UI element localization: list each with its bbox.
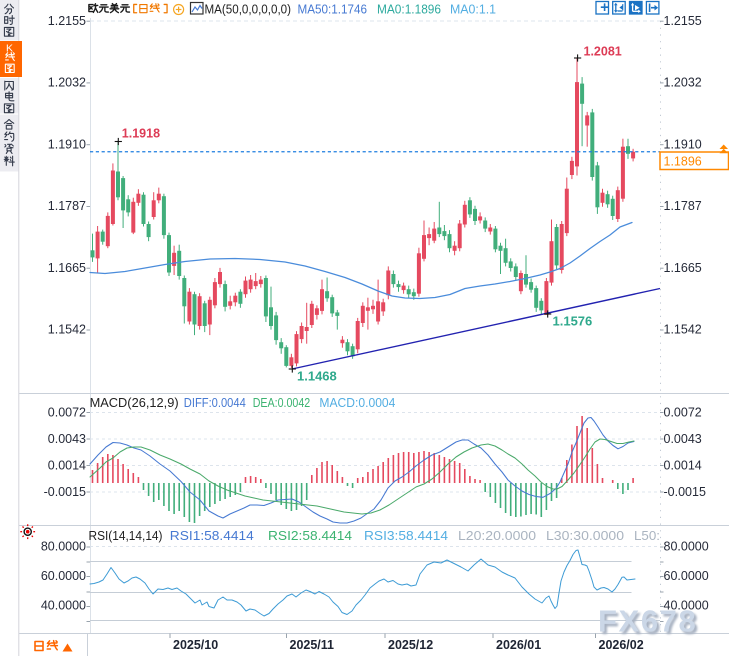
svg-text:DEA:0.0042: DEA:0.0042	[253, 396, 311, 410]
svg-text:1.1542: 1.1542	[48, 323, 86, 337]
svg-text:1.1918: 1.1918	[122, 127, 160, 141]
svg-text:40.0000: 40.0000	[664, 599, 709, 613]
svg-text:0.0014: 0.0014	[48, 459, 86, 473]
svg-text:0.0014: 0.0014	[664, 459, 702, 473]
svg-text:L50:: L50:	[634, 529, 660, 543]
svg-text:2025/12: 2025/12	[388, 638, 433, 652]
svg-text:1.1665: 1.1665	[664, 261, 702, 275]
svg-text:MA50:1.1746: MA50:1.1746	[298, 2, 368, 16]
svg-text:RSI2:58.4414: RSI2:58.4414	[268, 529, 352, 543]
svg-text:2026/01: 2026/01	[496, 638, 541, 652]
svg-text:1.1468: 1.1468	[297, 369, 337, 384]
svg-text:RSI1:58.4414: RSI1:58.4414	[170, 529, 254, 543]
svg-text:1.1542: 1.1542	[664, 323, 702, 337]
svg-text:1.1787: 1.1787	[664, 199, 702, 213]
svg-text:L30:30.0000: L30:30.0000	[546, 529, 624, 543]
svg-text:1.1910: 1.1910	[664, 137, 702, 151]
svg-text:1.2155: 1.2155	[664, 14, 702, 28]
svg-text:0.0043: 0.0043	[48, 432, 86, 446]
svg-text:1.2155: 1.2155	[48, 14, 86, 28]
svg-text:FX678: FX678	[598, 604, 697, 639]
svg-text:K: K	[6, 43, 13, 55]
svg-text:40.0000: 40.0000	[41, 599, 86, 613]
svg-text:1.1910: 1.1910	[48, 137, 86, 151]
svg-text:RSI3:58.4414: RSI3:58.4414	[364, 529, 448, 543]
svg-text:MACD(26,12,9): MACD(26,12,9)	[90, 396, 179, 410]
svg-text:-0.0015: -0.0015	[44, 485, 86, 499]
svg-text:1.2081: 1.2081	[584, 45, 622, 59]
svg-text:1.1665: 1.1665	[48, 261, 86, 275]
svg-text:DIFF:0.0044: DIFF:0.0044	[184, 396, 246, 410]
svg-text:RSI(14,14,14): RSI(14,14,14)	[89, 529, 163, 543]
svg-text:1.1576: 1.1576	[553, 314, 593, 329]
svg-text:1.2032: 1.2032	[664, 76, 702, 90]
svg-text:0.0043: 0.0043	[664, 432, 702, 446]
svg-text:1.1896: 1.1896	[664, 155, 702, 169]
svg-text:2025/11: 2025/11	[290, 638, 335, 652]
svg-text:L20:20.0000: L20:20.0000	[458, 529, 536, 543]
svg-text:MA0:1.1896: MA0:1.1896	[377, 2, 441, 16]
svg-text:-0.0015: -0.0015	[664, 485, 706, 499]
svg-text:2026/02: 2026/02	[599, 638, 644, 652]
svg-text:60.0000: 60.0000	[664, 569, 709, 583]
svg-text:80.0000: 80.0000	[41, 540, 86, 554]
svg-text:1.2032: 1.2032	[48, 76, 86, 90]
svg-text:60.0000: 60.0000	[41, 569, 86, 583]
svg-text:MA0:1.1: MA0:1.1	[450, 2, 496, 16]
svg-text:MACD:0.0004: MACD:0.0004	[319, 396, 395, 410]
svg-text:1.1787: 1.1787	[48, 199, 86, 213]
svg-text:0.0072: 0.0072	[664, 406, 702, 420]
svg-text:MA(50,0,0,0,0,0): MA(50,0,0,0,0,0)	[205, 2, 292, 16]
svg-text:2025/10: 2025/10	[173, 638, 218, 652]
svg-text:0.0072: 0.0072	[48, 406, 86, 420]
svg-text:80.0000: 80.0000	[664, 540, 709, 554]
